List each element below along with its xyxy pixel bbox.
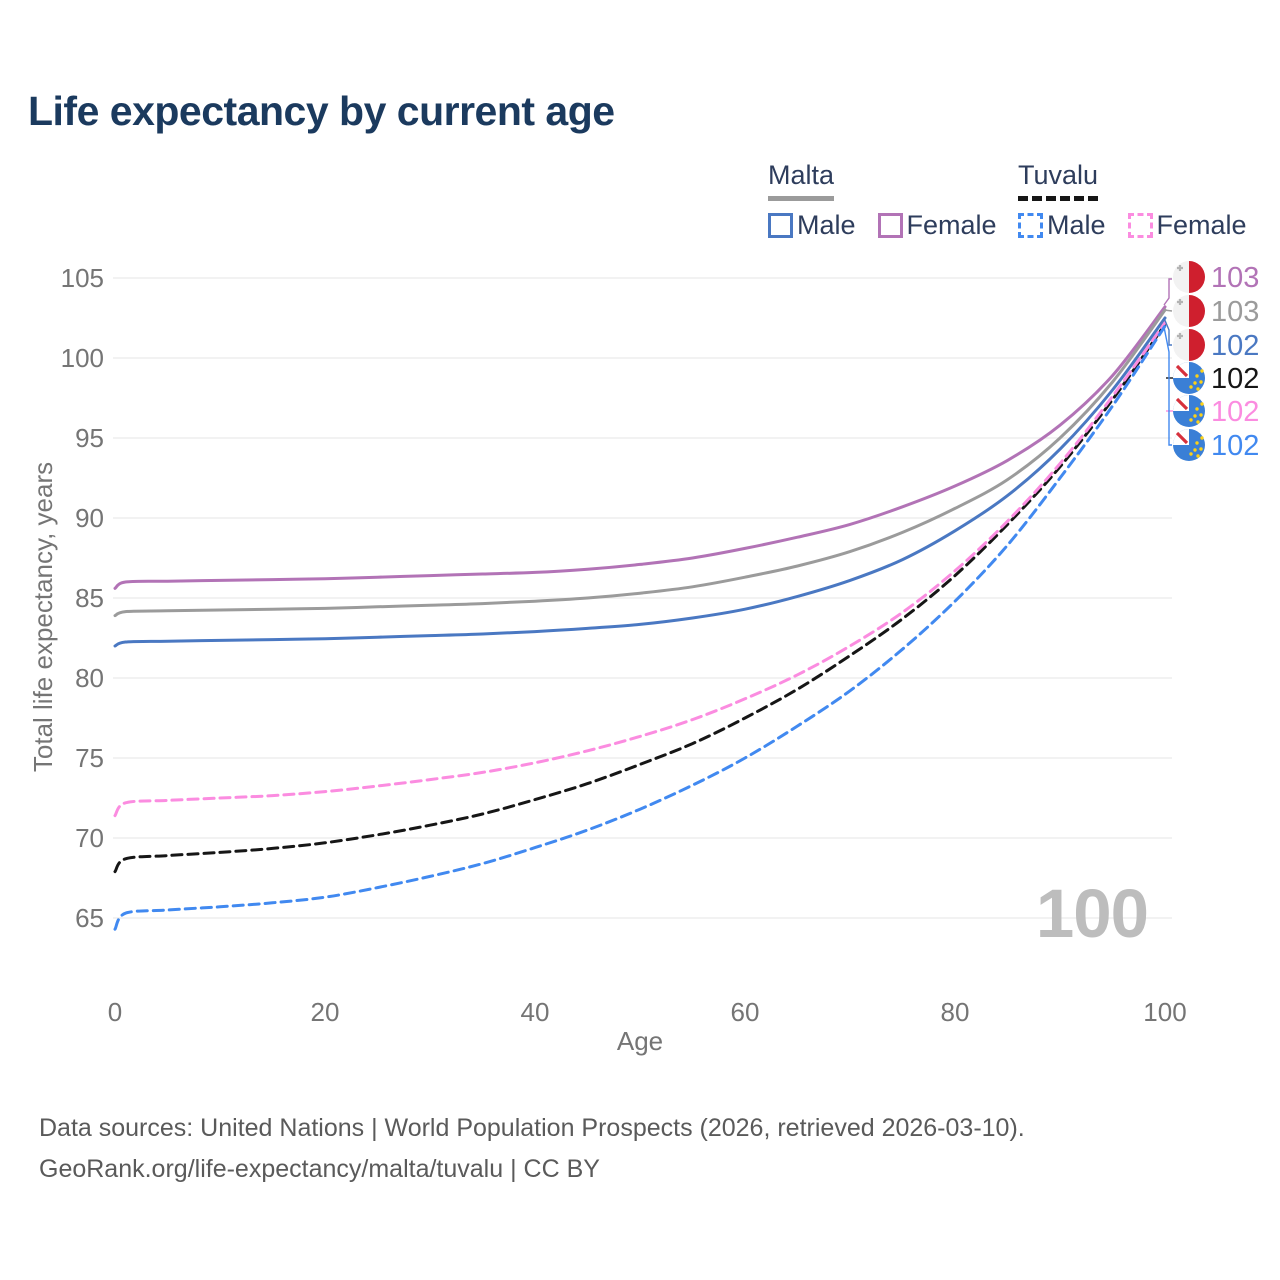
legend-malta-female-label: Female	[906, 210, 997, 240]
svg-text:102: 102	[1211, 396, 1259, 428]
end-label-malta-male[interactable]: 102	[1173, 329, 1259, 362]
svg-text:75: 75	[75, 743, 104, 773]
malta-flag-icon	[1173, 295, 1205, 327]
series-line-tuvalu-female[interactable]	[113, 321, 1167, 818]
svg-text:103: 103	[1211, 296, 1259, 328]
series-line-tuvalu-male[interactable]	[113, 324, 1167, 931]
tuvalu-flag-icon	[1173, 429, 1205, 461]
legend-country-malta-label: Malta	[768, 160, 835, 190]
series-line-tuvalu-both[interactable]	[113, 322, 1167, 874]
tuvalu-flag-icon	[1173, 395, 1205, 427]
malta-line-style-swatch	[768, 196, 835, 201]
svg-text:102: 102	[1211, 430, 1259, 462]
tuvalu-flag-icon	[1173, 362, 1205, 394]
malta-male-swatch-icon	[768, 213, 793, 238]
malta-female-swatch-icon	[877, 213, 903, 238]
x-axis-title: Age	[617, 1026, 663, 1056]
legend-country-tuvalu-label: Tuvalu	[1018, 160, 1099, 190]
legend-country-malta[interactable]: Malta	[768, 160, 835, 201]
svg-text:102: 102	[1211, 330, 1259, 362]
series-line-malta-female[interactable]	[113, 305, 1167, 590]
tuvalu-line-style-swatch	[1018, 196, 1099, 201]
page-title: Life expectancy by current age	[28, 88, 615, 134]
svg-text:40: 40	[521, 997, 550, 1027]
legend-tuvalu-female-label: Female	[1156, 210, 1247, 240]
svg-text:100: 100	[1143, 997, 1186, 1027]
y-axis-title: Total life expectancy, years	[28, 462, 58, 772]
legend-malta-male-label: Male	[797, 210, 856, 240]
end-label-connectors	[1163, 278, 1173, 446]
svg-text:95: 95	[75, 423, 104, 453]
legend-group-malta: Malta Male Female	[768, 162, 997, 241]
malta-flag-icon	[1173, 329, 1205, 361]
tuvalu-male-swatch-icon	[1018, 213, 1043, 238]
end-label-tuvalu-male[interactable]: 102	[1173, 429, 1259, 462]
svg-text:0: 0	[108, 997, 122, 1027]
series-line-malta-both[interactable]	[113, 308, 1167, 618]
svg-text:103: 103	[1211, 262, 1259, 294]
legend-malta-male[interactable]: Male	[768, 210, 856, 241]
y-tick-labels: 65 70 75 80 85 90 95 100 105	[61, 263, 104, 933]
svg-text:65: 65	[75, 903, 104, 933]
footer-data-sources: Data sources: United Nations | World Pop…	[39, 1114, 1025, 1142]
legend-group-tuvalu: Tuvalu Male Female	[1018, 162, 1247, 241]
svg-text:60: 60	[731, 997, 760, 1027]
svg-text:20: 20	[311, 997, 340, 1027]
y-gridlines	[113, 277, 1172, 919]
svg-text:90: 90	[75, 503, 104, 533]
end-label-malta-both[interactable]: 103	[1173, 295, 1259, 328]
current-age-watermark: 100	[1035, 875, 1149, 952]
legend-malta-female[interactable]: Female	[877, 210, 997, 241]
tuvalu-female-swatch-icon	[1127, 213, 1153, 238]
svg-text:102: 102	[1211, 363, 1259, 395]
footer: Data sources: United Nations | World Pop…	[39, 1108, 1025, 1189]
footer-attribution: GeoRank.org/life-expectancy/malta/tuvalu…	[39, 1154, 600, 1183]
svg-text:80: 80	[75, 663, 104, 693]
legend-country-tuvalu[interactable]: Tuvalu	[1018, 160, 1099, 201]
end-label-tuvalu-female[interactable]: 102	[1173, 395, 1259, 428]
svg-text:70: 70	[75, 823, 104, 853]
malta-flag-icon	[1173, 261, 1205, 293]
svg-text:85: 85	[75, 583, 104, 613]
end-label-tuvalu-both[interactable]: 102	[1173, 362, 1259, 395]
svg-text:105: 105	[61, 263, 104, 293]
legend-tuvalu-male-label: Male	[1047, 210, 1106, 240]
legend-tuvalu-male[interactable]: Male	[1018, 210, 1106, 241]
legend-tuvalu-female[interactable]: Female	[1127, 210, 1247, 241]
svg-text:80: 80	[941, 997, 970, 1027]
svg-text:100: 100	[61, 343, 104, 373]
end-label-malta-female[interactable]: 103	[1173, 261, 1259, 294]
x-tick-labels: 0 20 40 60 80 100	[108, 997, 1187, 1027]
series-line-malta-male[interactable]	[113, 316, 1167, 648]
